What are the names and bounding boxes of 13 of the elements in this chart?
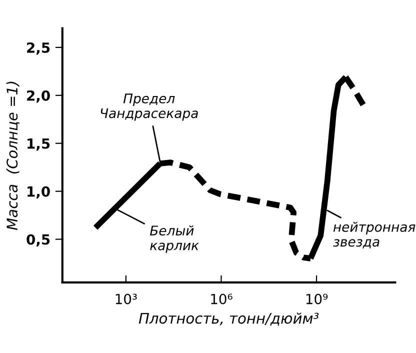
- x-axis-title: Плотность, тонн/дюйм³: [138, 312, 319, 326]
- y-axis-title: Масса (Солнце =1): [6, 82, 20, 230]
- y-tick-label: 2,5: [27, 42, 50, 55]
- y-tick-label: 0,5: [26, 234, 50, 246]
- annotation: Белый карлик: [150, 225, 199, 253]
- x-tick-label: 10⁶: [211, 294, 232, 304]
- x-tick-label: 10⁹: [306, 294, 328, 304]
- annotation: нейтронная звезда: [333, 222, 416, 248]
- y-tick-label: 1,5: [28, 138, 50, 151]
- y-tick-label: 2,0: [27, 90, 50, 103]
- annotation: Предел Чандрасекара: [100, 94, 198, 121]
- y-tick-label: 1,0: [28, 186, 50, 199]
- x-tick-label: 10³: [116, 294, 137, 304]
